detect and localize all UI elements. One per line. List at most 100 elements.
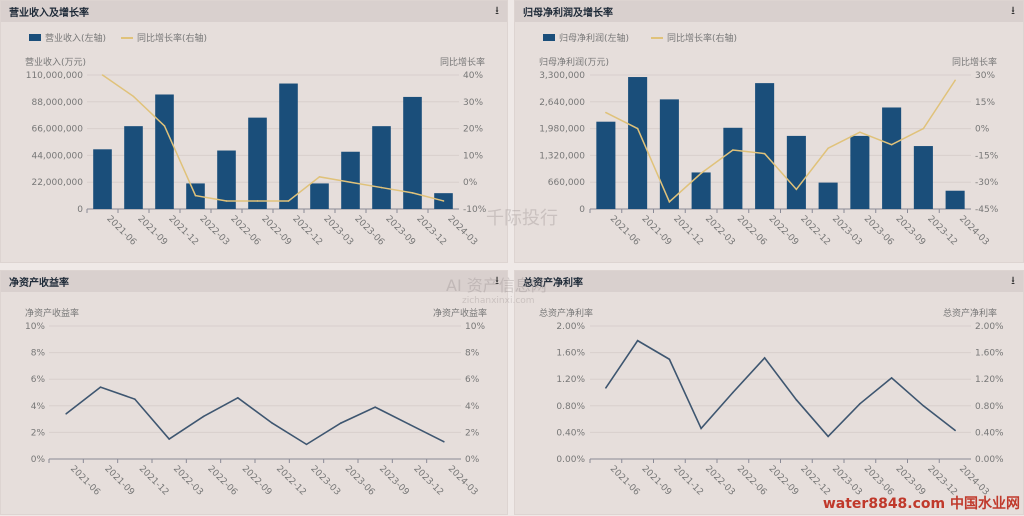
- download-icon[interactable]: ⭳: [1011, 274, 1015, 287]
- y2-tick-label: 10%: [465, 322, 485, 332]
- y2-tick-label: 0%: [465, 455, 480, 465]
- ratio-point: [168, 438, 170, 440]
- x-tick-label: 2021-06: [68, 464, 102, 498]
- growth-line: [102, 74, 444, 202]
- ratio-point: [237, 397, 239, 399]
- y2-tick-label: 1.60%: [975, 349, 1004, 359]
- growth-point: [287, 200, 290, 202]
- y-tick-label: 0: [77, 205, 83, 215]
- y-tick-label: 0.80%: [556, 402, 585, 412]
- x-tick-label: 2022-03: [171, 464, 205, 498]
- x-tick-label: 2021-09: [640, 464, 674, 498]
- y2-tick-label: 2.00%: [975, 322, 1004, 332]
- ratio-point: [859, 403, 861, 405]
- growth-point: [411, 192, 414, 194]
- growth-point: [194, 194, 197, 197]
- y-tick-label: 6%: [31, 375, 46, 385]
- growth-point: [442, 200, 445, 202]
- x-tick-label: 2023-12: [925, 214, 959, 248]
- bar: [372, 126, 391, 209]
- bar: [93, 149, 112, 209]
- ratio-point: [763, 357, 766, 359]
- growth-point: [668, 201, 671, 203]
- ratio-point: [65, 412, 67, 415]
- bar: [279, 83, 298, 209]
- revenue-chart: 营业收入(左轴) 同比增长率(右轴) 营业收入(万元) 同比增长率 0 -10% 22,00…: [25, 32, 487, 248]
- y2-tick-label: 4%: [465, 402, 480, 412]
- y-tick-label: 22,000,000: [31, 178, 83, 188]
- growth-point: [163, 125, 166, 127]
- x-tick-label: 2022-12: [274, 464, 308, 498]
- growth-point: [890, 143, 893, 146]
- bar: [755, 83, 775, 209]
- y2-axis-title: 同比增长率: [440, 56, 485, 68]
- x-tick-label: 2021-06: [608, 464, 642, 498]
- growth-point: [605, 111, 607, 114]
- ratio-point: [374, 406, 376, 408]
- profit-panel: 归母净利润及增长率 ⭳ 归母净利润(左轴) 同比增长率(右轴) 归母净利润(万元) 同比…: [514, 0, 1024, 263]
- y2-axis-title: 同比增长率: [952, 56, 997, 68]
- x-tick-label: 2022-09: [259, 214, 293, 248]
- bar: [217, 150, 236, 209]
- y-tick-label: 0.00%: [556, 455, 585, 465]
- y-tick-label: 660,000: [548, 178, 585, 188]
- x-tick-label: 2021-12: [166, 214, 200, 248]
- download-icon[interactable]: ⭳: [1011, 4, 1015, 17]
- x-tick-label: 2022-06: [205, 464, 239, 498]
- x-tick-label: 2021-09: [102, 464, 136, 498]
- bar: [248, 117, 267, 209]
- growth-point: [827, 147, 829, 150]
- x-tick-label: 2023-03: [308, 464, 342, 498]
- x-tick-label: 2021-06: [104, 214, 138, 248]
- bar: [310, 183, 329, 209]
- download-icon[interactable]: ⭳: [495, 274, 499, 287]
- bar: [818, 182, 838, 209]
- growth-point: [101, 74, 104, 76]
- ratio-point: [636, 339, 639, 342]
- y2-tick-label: 6%: [465, 375, 480, 385]
- y2-tick-label: 30%: [463, 98, 483, 108]
- x-tick-label: 2022-03: [703, 464, 737, 498]
- growth-point: [132, 95, 135, 98]
- ratio-line: [65, 386, 445, 446]
- y-tick-label: 3,300,000: [539, 71, 585, 81]
- bar: [155, 94, 174, 209]
- ratio-point: [795, 399, 798, 401]
- x-tick-label: 2022-09: [767, 214, 801, 248]
- bar: [403, 96, 422, 209]
- y2-tick-label: 0%: [463, 178, 478, 188]
- x-tick-label: 2022-06: [735, 464, 769, 498]
- y-tick-label: 110,000,000: [26, 71, 84, 81]
- y-tick-label: 1.20%: [556, 375, 585, 385]
- y2-tick-label: -45%: [975, 205, 999, 215]
- bar: [691, 172, 711, 209]
- y2-axis-title: 净资产收益率: [433, 307, 487, 319]
- x-tick-label: 2023-06: [862, 214, 896, 248]
- ratio-point: [99, 386, 102, 388]
- y-tick-label: 0%: [31, 455, 46, 465]
- y-axis-title: 营业收入(万元): [25, 56, 86, 68]
- panel-title: 总资产净利率: [523, 278, 583, 289]
- y-tick-label: 0.40%: [556, 428, 585, 438]
- x-tick-label: 2023-09: [894, 214, 928, 248]
- growth-point: [859, 131, 861, 133]
- y2-tick-label: 0%: [975, 125, 990, 135]
- y-tick-label: 4%: [31, 402, 46, 412]
- x-tick-label: 2021-12: [137, 464, 171, 498]
- x-tick-label: 2022-09: [767, 464, 801, 498]
- y2-tick-label: 40%: [463, 71, 483, 81]
- bar: [124, 126, 143, 209]
- x-tick-label: 2023-09: [377, 464, 411, 498]
- ratio-point: [732, 391, 734, 394]
- y2-tick-label: 8%: [465, 349, 480, 359]
- x-tick-label: 2021-06: [608, 214, 642, 248]
- y2-tick-label: 30%: [975, 71, 995, 81]
- x-tick-label: 2023-06: [343, 464, 377, 498]
- download-icon[interactable]: ⭳: [495, 4, 499, 17]
- ratio-point: [827, 435, 829, 438]
- growth-point: [636, 127, 639, 130]
- y-axis-title: 总资产净利率: [539, 307, 593, 319]
- bar: [945, 190, 965, 209]
- y-tick-label: 1,320,000: [539, 151, 585, 161]
- y-tick-label: 10%: [25, 322, 45, 332]
